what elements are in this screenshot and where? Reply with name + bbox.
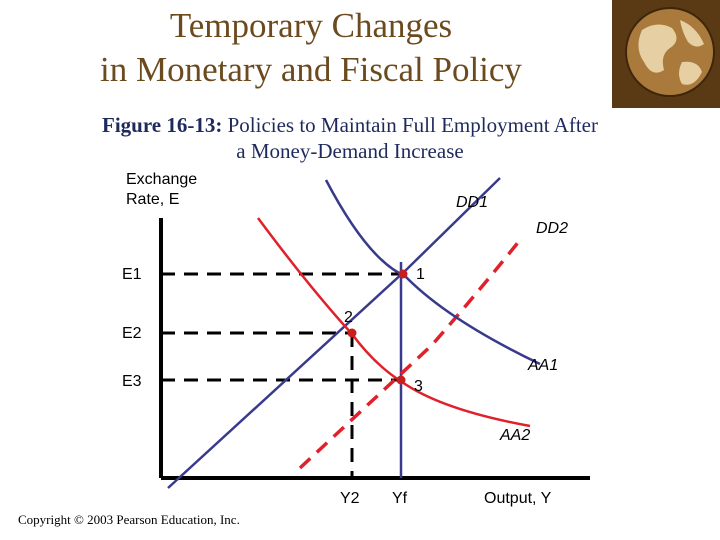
aa2-curve (256, 217, 531, 428)
point-1-marker (398, 269, 408, 279)
y-axis-label-line-1: Exchange (126, 171, 197, 188)
point-2-marker (347, 328, 357, 338)
point-1-label: 1 (416, 266, 425, 283)
y2-label: Y2 (340, 490, 360, 507)
y-axis-label-line-2: Rate, E (126, 191, 179, 208)
aa1-curve (324, 179, 541, 366)
point-2-label: 2 (344, 309, 353, 326)
caption-line-2: a Money-Demand Increase (236, 139, 464, 163)
caption-prefix: Figure 16-13: (102, 113, 223, 137)
globe-icon (612, 0, 720, 108)
caption-line-1: Policies to Maintain Full Employment Aft… (222, 113, 598, 137)
dd2-label: DD2 (536, 220, 568, 237)
e1-label: E1 (122, 266, 142, 283)
aa2-label: AA2 (499, 427, 530, 444)
copyright-notice: Copyright © 2003 Pearson Education, Inc. (18, 512, 240, 527)
dd1-label: DD1 (456, 194, 488, 211)
point-3-marker (396, 375, 406, 385)
slide-title: Temporary Changes in Monetary and Fiscal… (0, 4, 622, 92)
title-line-1: Temporary Changes (169, 6, 453, 45)
x-axis-label: Output, Y (484, 490, 552, 507)
e3-label: E3 (122, 373, 142, 390)
figure-caption: Figure 16-13: Policies to Maintain Full … (40, 112, 660, 164)
point-3-label: 3 (414, 378, 423, 395)
yf-label: Yf (392, 490, 408, 507)
title-line-2: in Monetary and Fiscal Policy (100, 50, 522, 89)
dd2-curve (298, 238, 522, 470)
aa1-label: AA1 (527, 357, 558, 374)
e2-label: E2 (122, 325, 142, 342)
